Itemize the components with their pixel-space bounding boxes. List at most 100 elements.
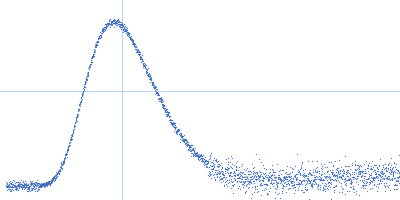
Point (34, 178, 40, 181)
Point (84, 78, 90, 81)
Point (368, 173, 374, 176)
Point (102, 25, 108, 28)
Point (95, 35, 102, 39)
Point (247, 179, 254, 182)
Point (176, 128, 182, 132)
Point (211, 172, 217, 175)
Point (273, 175, 280, 178)
Point (162, 108, 169, 112)
Point (22, 185, 28, 188)
Point (222, 167, 228, 171)
Point (183, 139, 190, 143)
Point (142, 65, 148, 68)
Point (183, 141, 189, 144)
Point (393, 168, 400, 171)
Point (256, 173, 263, 176)
Point (63, 152, 70, 156)
Point (137, 54, 143, 58)
Point (140, 63, 146, 66)
Point (167, 118, 173, 122)
Point (11, 184, 18, 187)
Point (126, 32, 132, 36)
Point (259, 179, 265, 182)
Point (239, 162, 245, 165)
Point (81, 84, 88, 88)
Point (124, 30, 130, 34)
Point (24, 189, 31, 192)
Point (206, 165, 212, 168)
Point (303, 173, 309, 177)
Point (78, 101, 84, 104)
Point (266, 177, 272, 181)
Point (243, 178, 249, 181)
Point (304, 189, 310, 192)
Point (365, 178, 371, 181)
Point (56, 169, 62, 172)
Point (236, 179, 243, 182)
Point (204, 161, 210, 165)
Point (227, 173, 233, 176)
Point (94, 41, 101, 44)
Point (86, 65, 93, 68)
Point (77, 101, 84, 104)
Point (200, 156, 206, 160)
Point (254, 172, 260, 175)
Point (389, 177, 396, 180)
Point (372, 171, 379, 175)
Point (195, 157, 201, 160)
Point (329, 178, 336, 181)
Point (46, 181, 53, 184)
Point (124, 31, 131, 34)
Point (169, 119, 175, 122)
Point (168, 119, 174, 122)
Point (64, 148, 70, 152)
Point (44, 180, 51, 183)
Point (390, 174, 396, 178)
Point (156, 96, 162, 100)
Point (296, 178, 302, 182)
Point (388, 172, 394, 175)
Point (95, 38, 102, 41)
Point (278, 180, 284, 183)
Point (196, 156, 202, 159)
Point (375, 173, 382, 176)
Point (9, 185, 15, 188)
Point (363, 167, 370, 170)
Point (9, 180, 15, 183)
Point (178, 134, 185, 137)
Point (194, 153, 200, 156)
Point (276, 175, 282, 178)
Point (100, 27, 107, 30)
Point (336, 191, 342, 194)
Point (318, 174, 324, 177)
Point (329, 171, 335, 174)
Point (14, 185, 20, 188)
Point (3, 185, 9, 188)
Point (383, 169, 389, 173)
Point (393, 188, 400, 191)
Point (280, 175, 287, 178)
Point (182, 141, 189, 144)
Point (296, 183, 302, 186)
Point (331, 191, 338, 194)
Point (371, 176, 377, 179)
Point (68, 135, 75, 138)
Point (379, 174, 385, 178)
Point (302, 175, 308, 178)
Point (168, 121, 174, 124)
Point (173, 125, 179, 128)
Point (245, 186, 251, 190)
Point (264, 182, 270, 185)
Point (300, 174, 307, 177)
Point (318, 182, 325, 185)
Point (62, 154, 69, 157)
Point (262, 183, 268, 186)
Point (281, 178, 287, 181)
Point (302, 182, 309, 185)
Point (274, 163, 280, 166)
Point (18, 184, 24, 188)
Point (165, 112, 172, 115)
Point (233, 165, 240, 169)
Point (16, 186, 23, 189)
Point (330, 172, 337, 175)
